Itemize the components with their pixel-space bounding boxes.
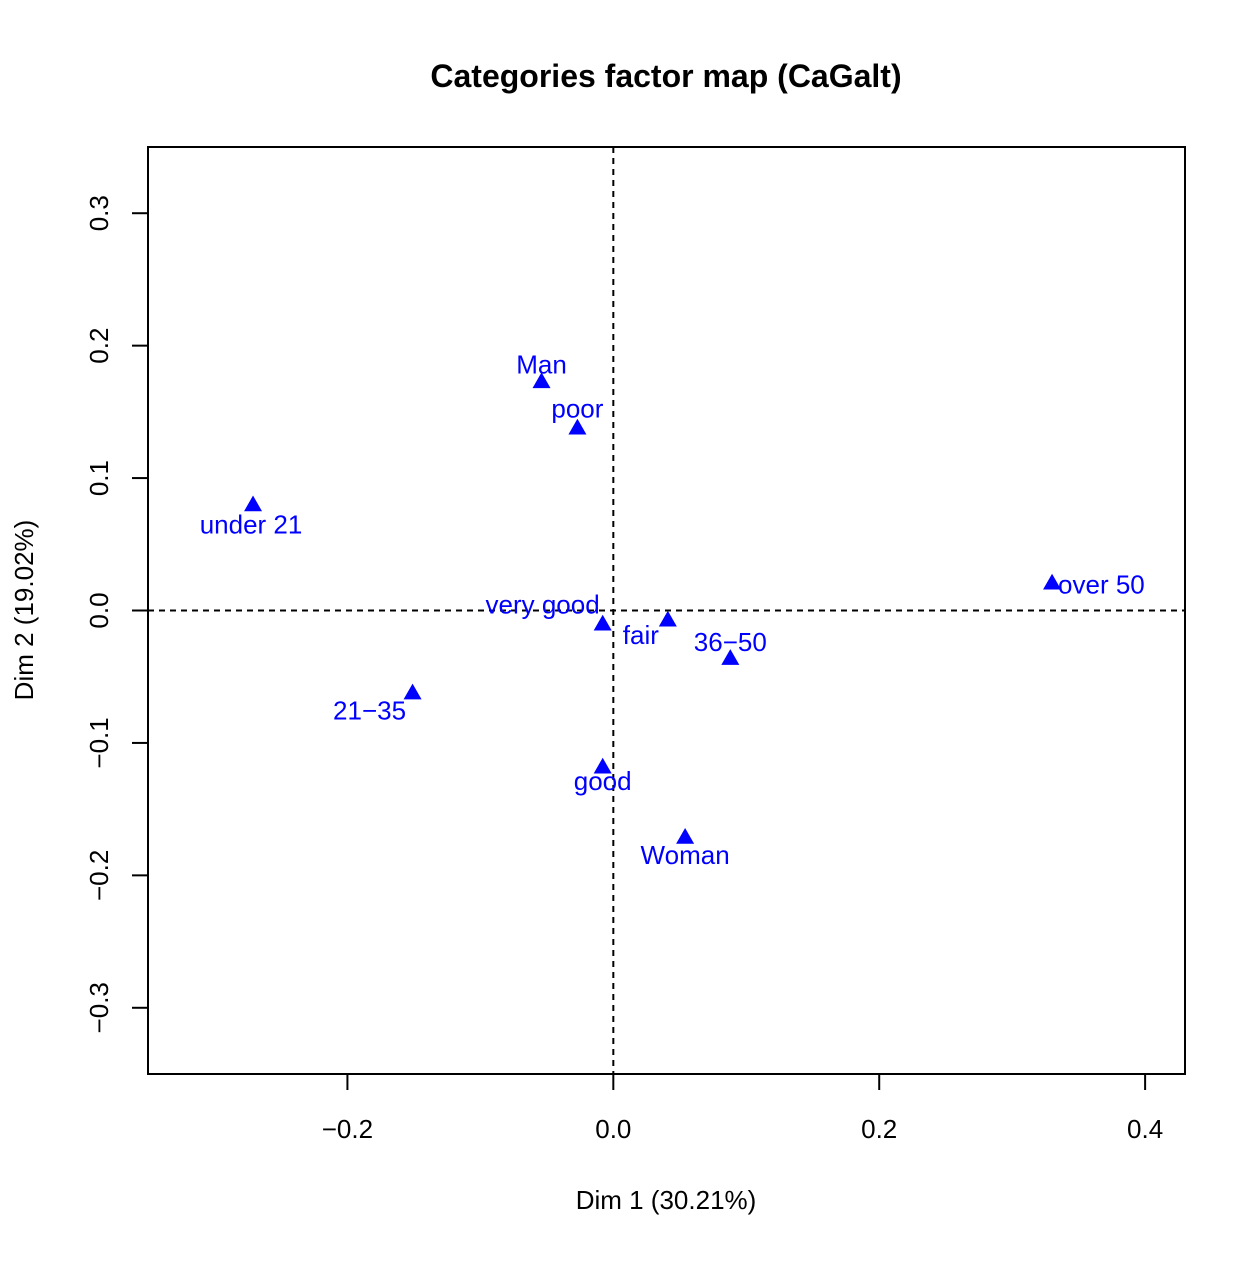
point-label: over 50 xyxy=(1058,570,1145,600)
y-tick-label: −0.3 xyxy=(84,982,114,1033)
point-marker xyxy=(676,827,695,844)
point-marker xyxy=(593,614,612,631)
x-axis: −0.2 0.0 0.2 0.4 xyxy=(322,1073,1163,1144)
point-label: poor xyxy=(551,394,603,424)
chart-title: Categories factor map (CaGalt) xyxy=(430,58,901,94)
x-tick-label: 0.4 xyxy=(1127,1114,1163,1144)
point-marker xyxy=(593,757,612,774)
point-label: good xyxy=(574,766,632,796)
x-tick-label: −0.2 xyxy=(322,1114,373,1144)
y-tick-label: −0.2 xyxy=(84,850,114,901)
y-axis: −0.3 −0.2 −0.1 0.0 0.1 0.2 0.3 xyxy=(84,195,149,1033)
y-axis-title: Dim 2 (19.02%) xyxy=(9,520,39,701)
points-layer: Man poor under 21 over 50 very good fair 36−50… xyxy=(200,349,1145,870)
y-tick-label: 0.3 xyxy=(84,195,114,231)
x-tick-label: 0.2 xyxy=(861,1114,897,1144)
x-tick-label: 0.0 xyxy=(595,1114,631,1144)
point-label: 21−35 xyxy=(333,696,406,726)
point-marker xyxy=(244,495,263,512)
point-marker xyxy=(658,610,677,627)
y-tick-label: 0.1 xyxy=(84,460,114,496)
point-label: Woman xyxy=(641,840,730,870)
point-marker xyxy=(568,418,587,435)
point-marker xyxy=(721,649,740,665)
y-tick-label: 0.2 xyxy=(84,328,114,364)
x-axis-title: Dim 1 (30.21%) xyxy=(576,1185,757,1215)
point-marker xyxy=(403,683,422,700)
y-tick-label: 0.0 xyxy=(84,592,114,628)
y-tick-label: −0.1 xyxy=(84,717,114,768)
point-label: Man xyxy=(516,349,567,379)
point-label: under 21 xyxy=(200,510,303,540)
point-marker xyxy=(1043,573,1062,590)
point-label: fair xyxy=(623,620,659,650)
point-label: 36−50 xyxy=(694,627,767,657)
point-label: very good xyxy=(485,590,599,620)
point-marker xyxy=(532,372,551,389)
